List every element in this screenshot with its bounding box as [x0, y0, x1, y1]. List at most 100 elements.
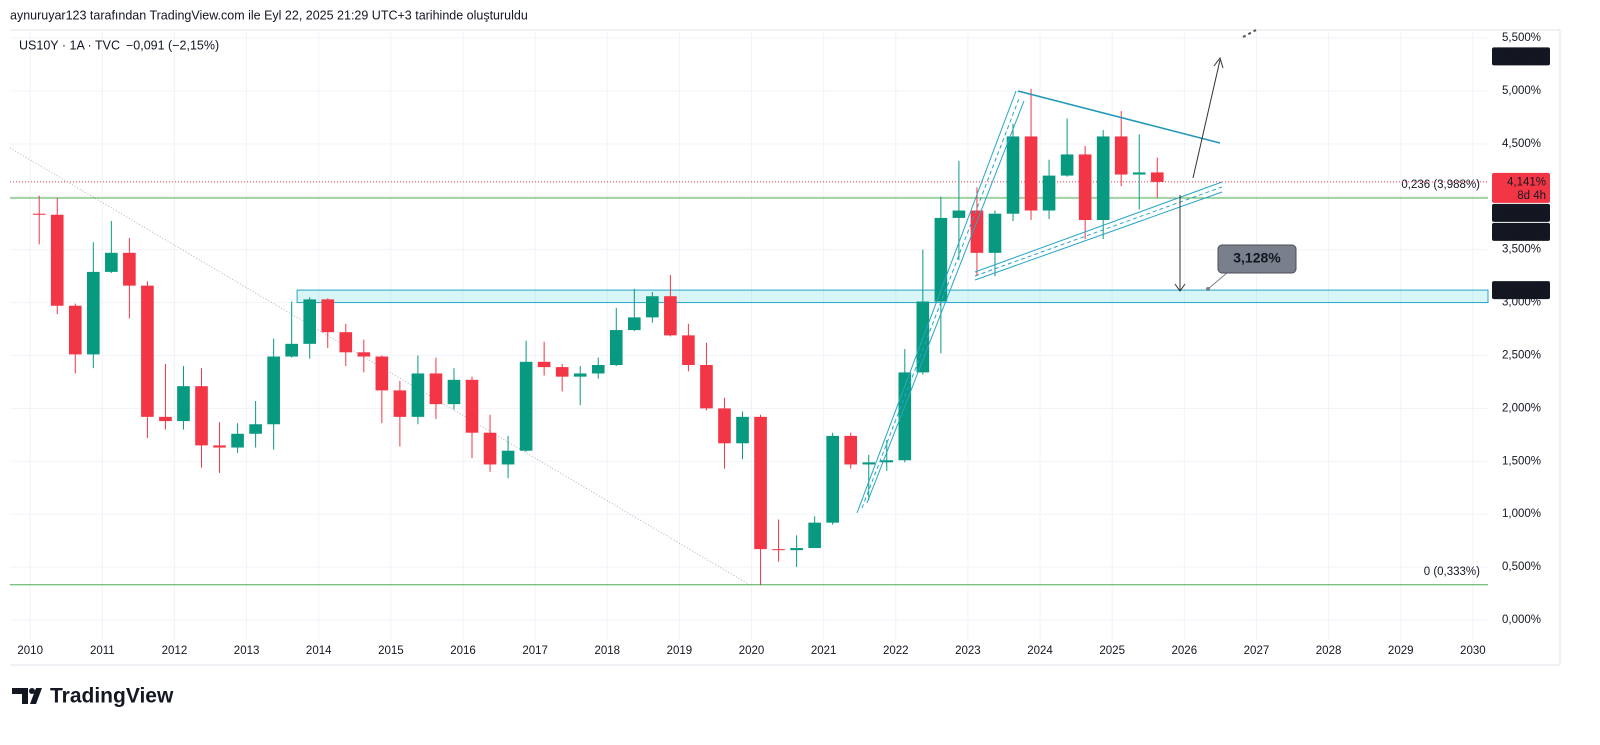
price-label-box	[1492, 172, 1550, 203]
price-label-box	[1492, 222, 1550, 241]
candle-body	[375, 356, 389, 391]
x-tick-label: 2018	[594, 645, 620, 657]
y-tick-label: 1,000%	[1502, 508, 1541, 520]
x-tick-label: 2019	[667, 645, 693, 657]
x-tick-label: 2013	[234, 645, 260, 657]
brand: TradingView	[50, 685, 174, 708]
candle-body	[790, 548, 803, 551]
x-tick-label: 2012	[162, 645, 188, 657]
price-label: 4,053%	[1507, 207, 1546, 219]
candle-body	[87, 271, 100, 355]
fib-label: 0 (0,333%)	[1424, 566, 1480, 578]
candle-body	[159, 416, 172, 422]
candle-body	[736, 416, 749, 444]
countdown: 8d 4h	[1517, 190, 1546, 202]
candle-body	[141, 285, 154, 417]
x-tick-label: 2020	[739, 645, 765, 657]
fib-label: 0,236 (3,988%)	[1401, 179, 1480, 191]
candle-body	[105, 252, 118, 272]
candle-body	[772, 549, 785, 551]
candle-body	[483, 432, 497, 465]
x-tick-label: 2023	[955, 645, 981, 657]
arrow-up-head	[1213, 56, 1224, 69]
candle-body	[646, 296, 659, 318]
candle-body	[880, 460, 894, 463]
triangle-lower-2	[974, 191, 1223, 281]
candle-body	[826, 435, 839, 523]
y-tick-label: 2,500%	[1502, 350, 1541, 362]
y-tick-label: 2,000%	[1502, 402, 1541, 414]
callout-label: 3,128%	[1233, 250, 1281, 266]
callout-box	[1217, 244, 1297, 274]
candle-body	[501, 450, 515, 465]
candle-body	[1132, 172, 1146, 175]
overlay: 5,327% 4,141% 8d 4h 4,053% 4,053% 3,118% 3,128…	[1217, 47, 1550, 300]
y-tick-label: 5,500%	[1502, 32, 1541, 44]
candle-body	[1060, 154, 1074, 176]
candle-body	[339, 332, 353, 353]
callout-pointer	[1207, 271, 1229, 290]
x-tick-label: 2030	[1460, 645, 1486, 657]
brand-logo: TradingView	[12, 685, 174, 708]
candle-body	[519, 361, 533, 451]
x-tick-label: 2015	[378, 645, 404, 657]
candle-body	[393, 390, 407, 417]
candle-body	[1006, 136, 1020, 214]
x-tick-label: 2027	[1244, 645, 1270, 657]
candle-body	[988, 213, 1002, 253]
price-label: 5,327%	[1507, 51, 1546, 63]
candles	[32, 88, 1164, 586]
x-tick-label: 2028	[1316, 645, 1342, 657]
arrow-down-head	[1174, 283, 1186, 292]
x-tick-label: 2014	[306, 645, 332, 657]
y-tick-label: 5,000%	[1502, 85, 1541, 97]
candle-body	[627, 317, 641, 331]
candle-body	[844, 435, 858, 465]
candle-body	[1150, 172, 1164, 182]
x-tick-label: 2029	[1388, 645, 1414, 657]
channel-mid	[861, 95, 1021, 509]
zone	[296, 289, 1489, 304]
candle-body	[195, 386, 208, 446]
candle-body	[231, 433, 244, 448]
price-label: 3,118%	[1508, 285, 1546, 297]
candle-body	[321, 299, 335, 333]
candle-body	[718, 408, 731, 444]
candle-body	[537, 361, 551, 368]
arrow-up	[1192, 59, 1221, 179]
x-tick-label: 2010	[17, 645, 43, 657]
candle-body	[808, 522, 821, 549]
candle-body	[68, 305, 82, 355]
candle-body	[700, 364, 713, 409]
candle-body	[177, 386, 190, 422]
candle-body	[952, 210, 966, 218]
symbol: US10Y · 1A · TVC	[19, 38, 120, 52]
candle-body	[934, 217, 948, 302]
candle-body	[1114, 136, 1128, 175]
x-tick-label: 2022	[883, 645, 909, 657]
attribution: aynuruyar123 tarafından TradingView.com …	[10, 8, 528, 22]
candle-body	[303, 299, 317, 344]
candle-body	[591, 364, 605, 374]
x-tick-label: 2026	[1172, 645, 1198, 657]
callout-dot	[1206, 287, 1210, 291]
price-label-box	[1492, 281, 1550, 300]
price-label-box	[1492, 47, 1550, 66]
channel-a	[856, 90, 1017, 514]
candle-body	[664, 296, 677, 336]
candle-body	[1096, 136, 1110, 221]
y-tick-label: 0,500%	[1502, 561, 1541, 573]
x-tick-label: 2016	[450, 645, 476, 657]
candle-body	[754, 416, 767, 550]
y-tick-label: 0,000%	[1502, 614, 1541, 626]
candle-body	[1042, 175, 1056, 211]
candle-body	[1024, 136, 1038, 211]
arrow-projection	[1242, 29, 1257, 38]
candle-body	[429, 373, 443, 405]
candle-body	[50, 214, 64, 306]
candle-body	[1078, 154, 1092, 221]
x-tick-label: 2021	[811, 645, 837, 657]
drawings-front	[856, 29, 1257, 514]
price-label-box	[1492, 203, 1550, 222]
candle-body	[682, 335, 695, 365]
